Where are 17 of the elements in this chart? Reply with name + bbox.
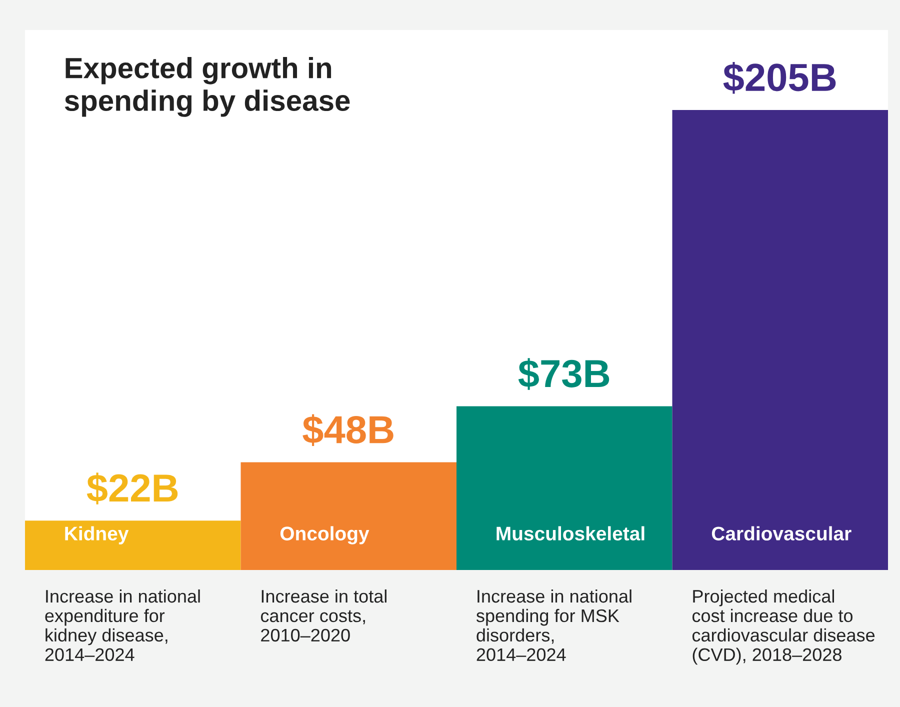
x-tick-label: Oncology <box>280 526 370 544</box>
text: Increase in national spending for MSK disorders, 2014–2024 <box>476 589 632 662</box>
chart-title: Expected growth in spending by disease <box>64 57 350 117</box>
text: Projected medical cost increase due to cardiovascular disease (CVD), 2018–2028 <box>692 589 875 665</box>
bar <box>672 110 888 570</box>
x-tick-label: Kidney <box>65 526 129 544</box>
data-label: $205B <box>723 62 836 94</box>
bar <box>240 462 456 570</box>
bar <box>456 406 672 570</box>
x-tick-label: Cardiovascular <box>712 526 852 540</box>
bar <box>25 520 241 570</box>
data-label: $22B <box>86 472 178 504</box>
text: Increase in national expenditure for kidney disease, 2014–2024 <box>45 589 200 662</box>
data-label: $73B <box>518 358 610 390</box>
text: Increase in total cancer costs, 2010–2020 <box>260 589 386 642</box>
x-tick-label: Musculoskeletal <box>496 526 644 540</box>
data-label: $48B <box>302 414 394 446</box>
